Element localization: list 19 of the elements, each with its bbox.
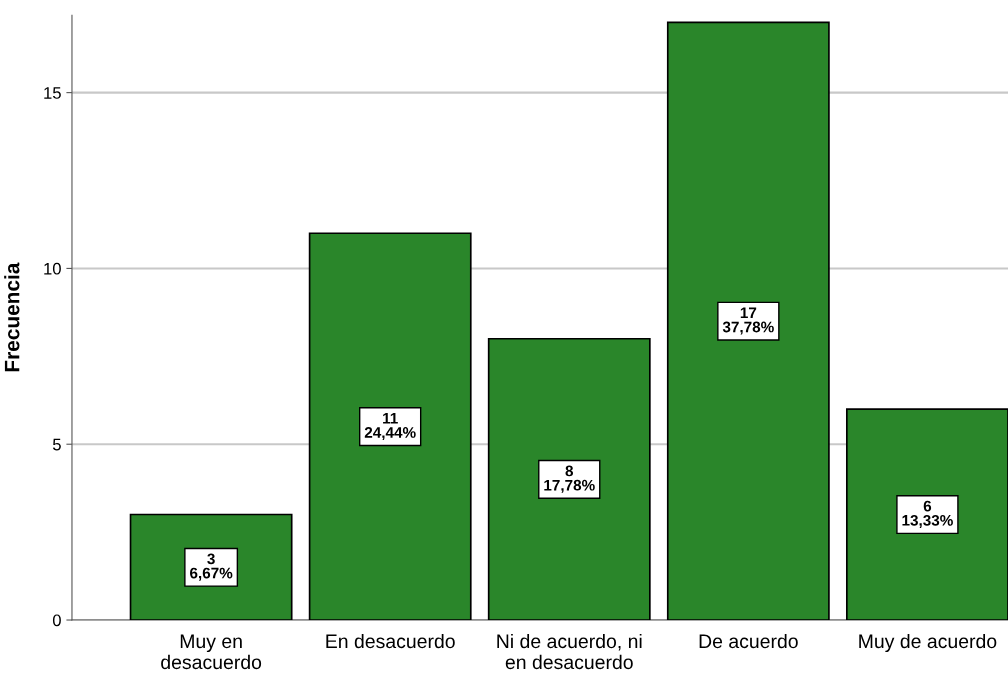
- data-label: 17 37,78%: [722, 307, 774, 335]
- y-tick-label: 0: [52, 614, 61, 627]
- y-tick-label: 10: [44, 262, 61, 275]
- y-axis-title: Frecuencia: [4, 262, 20, 372]
- y-tick-label: 15: [44, 87, 61, 99]
- bar: [845, 408, 1008, 621]
- data-label: 8 17,78%: [544, 465, 595, 493]
- y-tick-label: 5: [52, 438, 61, 451]
- data-label: 6 13,33%: [902, 500, 953, 528]
- bar: [487, 337, 651, 621]
- bar: [666, 21, 830, 621]
- data-label: 11 24,44%: [364, 412, 416, 441]
- data-label: 3 6,67%: [190, 553, 233, 581]
- bar: [308, 232, 472, 621]
- x-tick-label: De acuerdo: [699, 633, 798, 649]
- x-tick-label: Muy en desacuerdo: [161, 634, 262, 670]
- x-tick-label: En desacuerdo: [326, 633, 455, 649]
- x-tick-label: Ni de acuerdo, ni en desacuerdo: [497, 633, 642, 670]
- x-tick-label: Muy de acuerdo: [859, 633, 997, 653]
